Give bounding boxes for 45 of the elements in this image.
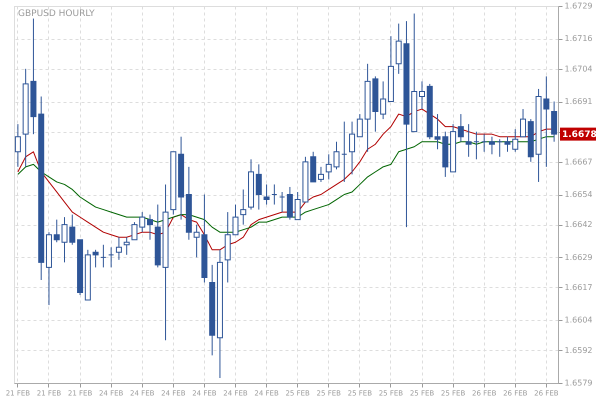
y-tick-label: 1.6691: [564, 97, 592, 106]
candlestick: [543, 76, 550, 168]
candlestick: [100, 244, 106, 268]
chart-title: GBPUSD HOURLY: [18, 9, 96, 19]
candlestick: [419, 80, 425, 110]
candlestick: [396, 23, 402, 74]
y-tick-label: 1.6579: [564, 378, 592, 388]
y-tick-label: 1.6617: [564, 282, 592, 292]
y-tick-label: 1.6604: [564, 316, 592, 325]
candlestick: [264, 184, 270, 206]
candlestick: [124, 236, 130, 256]
y-tick-label: 1.6704: [564, 64, 592, 74]
candlestick: [147, 214, 153, 240]
ref-line-label: 1.6678: [562, 130, 597, 140]
candlestick: [108, 246, 114, 268]
y-tick-label: 1.6654: [564, 190, 592, 199]
y-tick-label: 1.6667: [564, 157, 592, 166]
y-tick-label: 1.6629: [564, 252, 592, 262]
candlestick: [256, 164, 262, 210]
candlestick: [232, 204, 238, 236]
y-tick-label: 1.6592: [564, 346, 592, 355]
candlestick: [62, 216, 68, 263]
y-tick-label: 1.6716: [564, 34, 592, 44]
candlestick: [326, 154, 332, 180]
y-tick-label: 1.6642: [564, 220, 592, 230]
candlestick: [116, 236, 122, 260]
candlestick: [279, 191, 286, 213]
candlestick: [520, 108, 526, 138]
candlestick: [504, 136, 510, 152]
candlestick: [240, 188, 246, 226]
candlestick: [473, 131, 480, 160]
candlestick: [334, 141, 340, 170]
candlestick: [512, 128, 518, 152]
candlestick: [551, 101, 558, 142]
candlestick: [481, 134, 488, 152]
candlestick: [349, 121, 356, 175]
candlestick: [496, 138, 503, 158]
y-tick-label: 1.6729: [564, 2, 592, 10]
candlestick: [318, 166, 324, 182]
candlestick: [14, 124, 21, 168]
candlestick: [341, 121, 348, 182]
candlestick: [271, 184, 278, 206]
candlestick: [488, 136, 495, 155]
candlestick: [466, 124, 472, 158]
candlestick: [458, 114, 464, 142]
